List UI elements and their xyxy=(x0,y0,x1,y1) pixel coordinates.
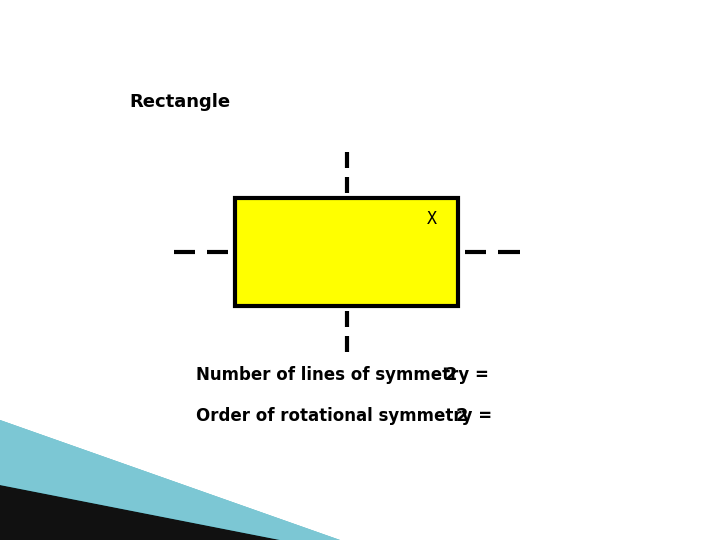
Bar xyxy=(235,198,459,306)
Text: Rectangle: Rectangle xyxy=(129,93,230,111)
Text: Number of lines of symmetry =: Number of lines of symmetry = xyxy=(196,366,489,383)
Polygon shape xyxy=(0,485,280,540)
Polygon shape xyxy=(0,420,340,540)
Text: Order of rotational symmetry =: Order of rotational symmetry = xyxy=(196,407,492,425)
Polygon shape xyxy=(0,420,340,540)
Text: 2: 2 xyxy=(456,407,468,425)
Text: X: X xyxy=(426,211,436,228)
Text: 2: 2 xyxy=(444,366,456,383)
